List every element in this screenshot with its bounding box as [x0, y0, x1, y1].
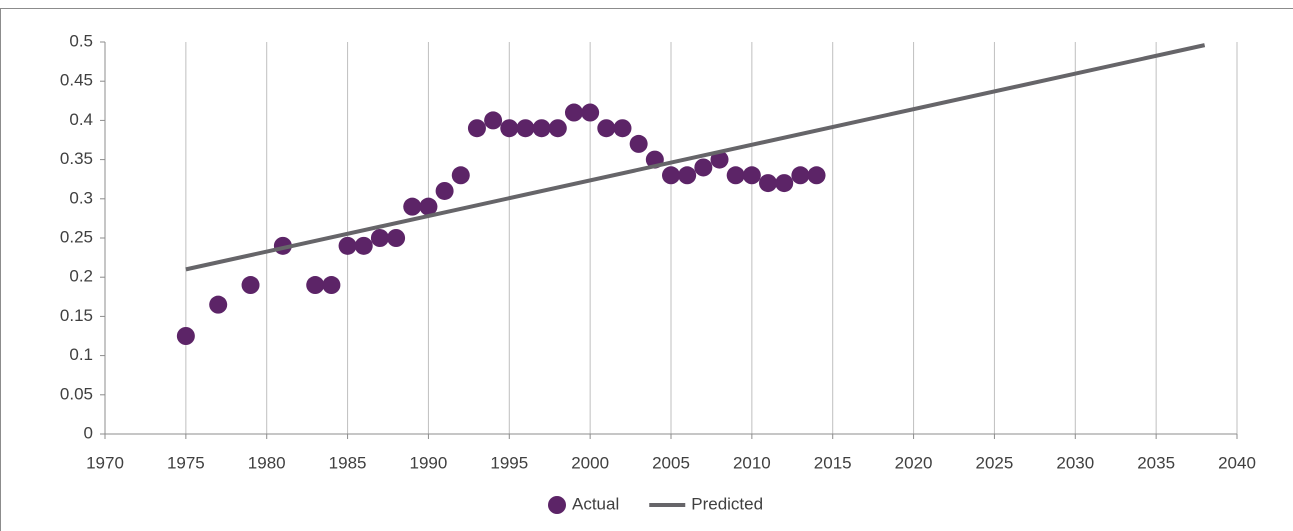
point [726, 166, 745, 185]
x-tick-label: 1990 [410, 453, 448, 472]
x-tick-label: 2005 [652, 453, 690, 472]
point [467, 119, 486, 138]
point [564, 103, 583, 122]
y-tick-label: 0.05 [60, 384, 93, 403]
point [694, 158, 713, 177]
point [581, 103, 600, 122]
point [678, 166, 697, 185]
point [419, 197, 438, 216]
frame [0, 8, 1293, 531]
point [500, 119, 519, 138]
point [548, 119, 567, 138]
x-tick-label: 2015 [814, 453, 852, 472]
y-tick-label: 0.1 [69, 345, 93, 364]
point [791, 166, 810, 185]
y-tick-label: 0.5 [69, 31, 93, 50]
x-tick-label: 2000 [571, 453, 609, 472]
legend-label: Actual [572, 494, 619, 513]
point [387, 229, 406, 247]
point [532, 119, 551, 138]
x-tick-label: 1995 [490, 453, 528, 472]
point [710, 150, 729, 169]
legend-marker [548, 496, 566, 514]
x-tick-label: 1985 [329, 453, 367, 472]
point [807, 166, 826, 185]
point [451, 166, 470, 185]
point [597, 119, 616, 138]
y-tick-label: 0.45 [60, 71, 93, 90]
x-tick-label: 1970 [86, 453, 124, 472]
y-tick-label: 0.15 [60, 306, 93, 325]
point [306, 276, 325, 295]
x-tick-label: 2030 [1056, 453, 1094, 472]
y-tick-label: 0.3 [69, 188, 93, 207]
x-tick-label: 2035 [1137, 453, 1175, 472]
y-tick-label: 0.35 [60, 149, 93, 168]
y-tick-label: 0.25 [60, 227, 93, 246]
x-tick-label: 1980 [248, 453, 286, 472]
point [629, 134, 648, 153]
y-tick-label: 0.2 [69, 267, 93, 286]
point [742, 166, 761, 185]
point [322, 276, 341, 295]
point [759, 174, 778, 193]
point [241, 276, 260, 295]
y-tick-label: 0.4 [69, 110, 93, 129]
legend-label: Predicted [691, 494, 763, 513]
y-tick-label: 0 [84, 423, 93, 442]
point [516, 119, 535, 138]
point [403, 197, 422, 216]
point [338, 236, 357, 255]
point [176, 327, 195, 345]
point [662, 166, 680, 185]
x-tick-label: 2040 [1218, 453, 1256, 472]
point [209, 295, 228, 314]
point [613, 119, 632, 138]
x-tick-label: 2010 [733, 453, 771, 472]
point [370, 229, 389, 247]
x-tick-label: 2025 [976, 453, 1014, 472]
predicted-line [185, 43, 1206, 272]
point [354, 236, 373, 255]
x-tick-label: 1975 [167, 453, 205, 472]
point [435, 181, 454, 200]
x-tick-label: 2020 [895, 453, 933, 472]
point [775, 174, 794, 193]
point [484, 111, 503, 130]
